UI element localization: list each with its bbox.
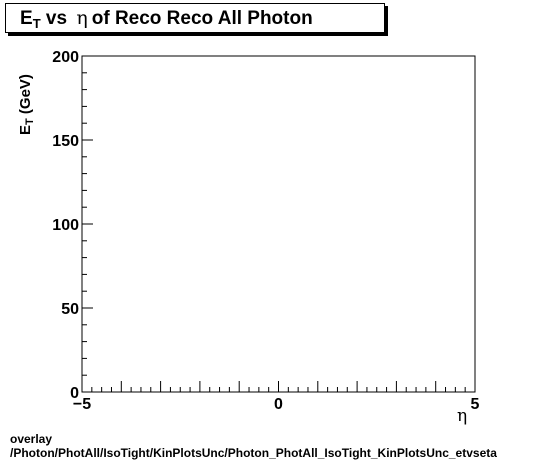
title-vs: vs <box>40 8 73 29</box>
footer-line-path: /Photon/PhotAll/IsoTight/KinPlotsUnc/Pho… <box>10 446 497 460</box>
ylabel-subscript: T <box>24 118 36 125</box>
x-axis-label: η <box>457 406 468 426</box>
ylabel-unit: (GeV) <box>17 74 34 119</box>
plot-frame <box>81 55 476 393</box>
chart-title: ET vs η of Reco Reco All Photon <box>20 7 313 35</box>
footer-path: overlay /Photon/PhotAll/IsoTight/KinPlot… <box>10 432 497 460</box>
title-rest: of Reco Reco All Photon <box>91 8 313 29</box>
ylabel-e: E <box>17 124 34 135</box>
x-tick-label: −5 <box>73 396 91 413</box>
y-tick-label: 0 <box>70 385 79 402</box>
footer-line-overlay: overlay <box>10 432 53 446</box>
title-eta: η <box>76 7 88 29</box>
x-tick-label: 5 <box>471 396 480 413</box>
y-tick-label: 100 <box>52 217 79 234</box>
chart-title-box: ET vs η of Reco Reco All Photon <box>5 3 385 33</box>
axis-ticks <box>81 55 476 393</box>
y-tick-label: 50 <box>61 301 79 318</box>
y-tick-label: 150 <box>52 133 79 150</box>
title-et-subscript: T <box>32 16 41 31</box>
x-tick-label: 0 <box>274 396 283 413</box>
title-et: E <box>20 8 33 29</box>
y-axis-label: ET (GeV) <box>17 74 36 135</box>
y-tick-label: 200 <box>52 49 79 66</box>
